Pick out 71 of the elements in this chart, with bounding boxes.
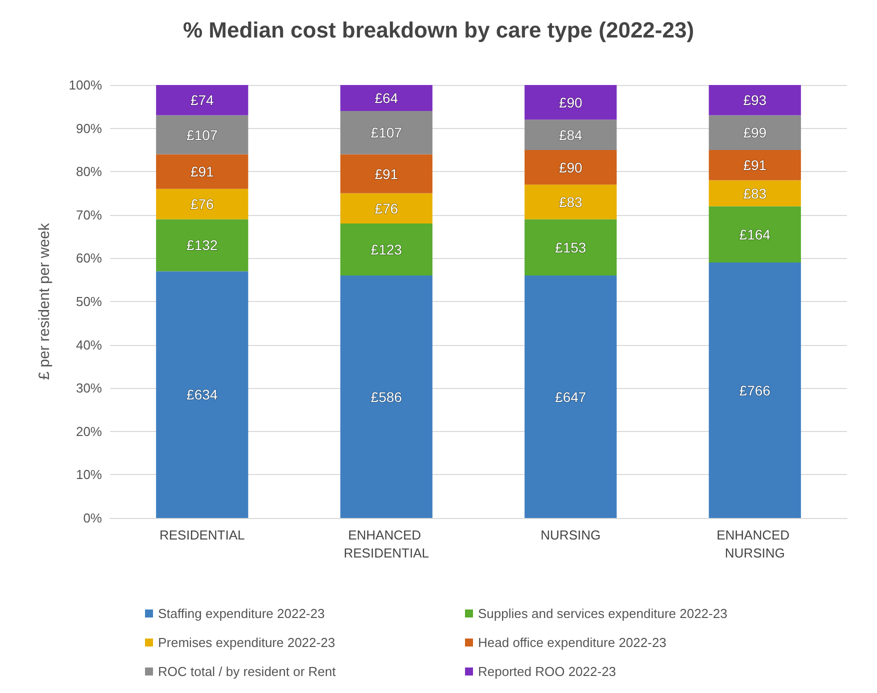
annotation: £74 <box>190 92 214 108</box>
bar <box>708 85 801 116</box>
annotation: £107 <box>186 126 218 143</box>
y-tick-label: 70% <box>76 207 102 222</box>
annotation: £76 <box>190 196 214 212</box>
y-tick-label: 60% <box>76 250 102 266</box>
bar <box>156 154 248 189</box>
annotation: £90 <box>558 94 583 110</box>
annotation: £93 <box>743 92 767 108</box>
annotation: £91 <box>190 164 214 180</box>
bar <box>156 115 248 154</box>
annotation: £84 <box>558 126 583 143</box>
annotation: £123 <box>370 242 402 258</box>
bar <box>524 150 617 185</box>
bar <box>524 276 617 518</box>
legend-label: Head office expenditure 2022-23 <box>478 635 666 650</box>
annotation: £91 <box>374 166 398 182</box>
bar <box>708 115 801 150</box>
annotation: £164 <box>739 226 771 242</box>
legend-label: Staffing expenditure 2022-23 <box>158 606 325 621</box>
bar <box>708 206 801 263</box>
x-tick-label: NURSING <box>540 528 601 542</box>
annotation: £90 <box>558 159 583 176</box>
y-tick-label: 30% <box>76 380 102 396</box>
y-tick-label: 50% <box>76 294 102 309</box>
legend-label: Premises expenditure 2022-23 <box>158 635 336 650</box>
y-tick-label: 10% <box>76 467 102 482</box>
bar <box>156 188 248 220</box>
bar <box>340 193 432 224</box>
bar <box>156 219 248 272</box>
bar <box>524 120 617 150</box>
x-tick-label: ENHANCED RESIDENTIAL <box>344 528 429 560</box>
bar <box>524 184 617 220</box>
bar <box>340 110 432 154</box>
y-tick-label: 20% <box>76 424 102 439</box>
annotation: £83 <box>558 194 583 210</box>
x-tick-label: RESIDENTIAL <box>160 528 245 542</box>
annotation: £634 <box>186 386 218 403</box>
bar <box>156 85 248 116</box>
bar <box>156 271 248 518</box>
annotation: £76 <box>374 200 398 216</box>
y-axis-title: £ per resident per week <box>36 222 53 380</box>
x-tick-label: ENHANCED NURSING <box>716 528 794 560</box>
annotation: £647 <box>555 388 586 405</box>
bar <box>708 150 801 180</box>
annotation: £64 <box>374 90 398 106</box>
bar <box>524 219 617 276</box>
chart-title: % Median cost breakdown by care type (2022-23) <box>182 18 694 42</box>
annotation: £99 <box>743 124 767 141</box>
bar <box>340 224 432 276</box>
bar <box>708 180 801 206</box>
annotation: £153 <box>555 239 586 256</box>
y-tick-label: 100% <box>68 78 102 92</box>
y-tick-label: 90% <box>76 120 102 136</box>
bar <box>340 154 432 194</box>
annotation: £91 <box>743 157 767 174</box>
y-tick-label: 80% <box>76 164 102 180</box>
annotation: £766 <box>739 382 771 398</box>
annotation: £586 <box>370 388 402 405</box>
bar <box>708 262 801 518</box>
legend-label: Reported ROO 2022-23 <box>478 664 616 679</box>
annotation: £132 <box>186 237 218 254</box>
annotation: £107 <box>370 124 402 141</box>
annotation: £83 <box>743 185 767 202</box>
legend-label: Supplies and services expenditure 2022-23 <box>478 606 728 621</box>
bar <box>524 85 617 120</box>
y-tick-label: 0% <box>83 510 102 526</box>
y-tick-label: 40% <box>76 337 102 352</box>
bar <box>340 85 432 111</box>
legend-label: ROC total / by resident or Rent <box>158 664 336 679</box>
bar <box>340 276 432 518</box>
